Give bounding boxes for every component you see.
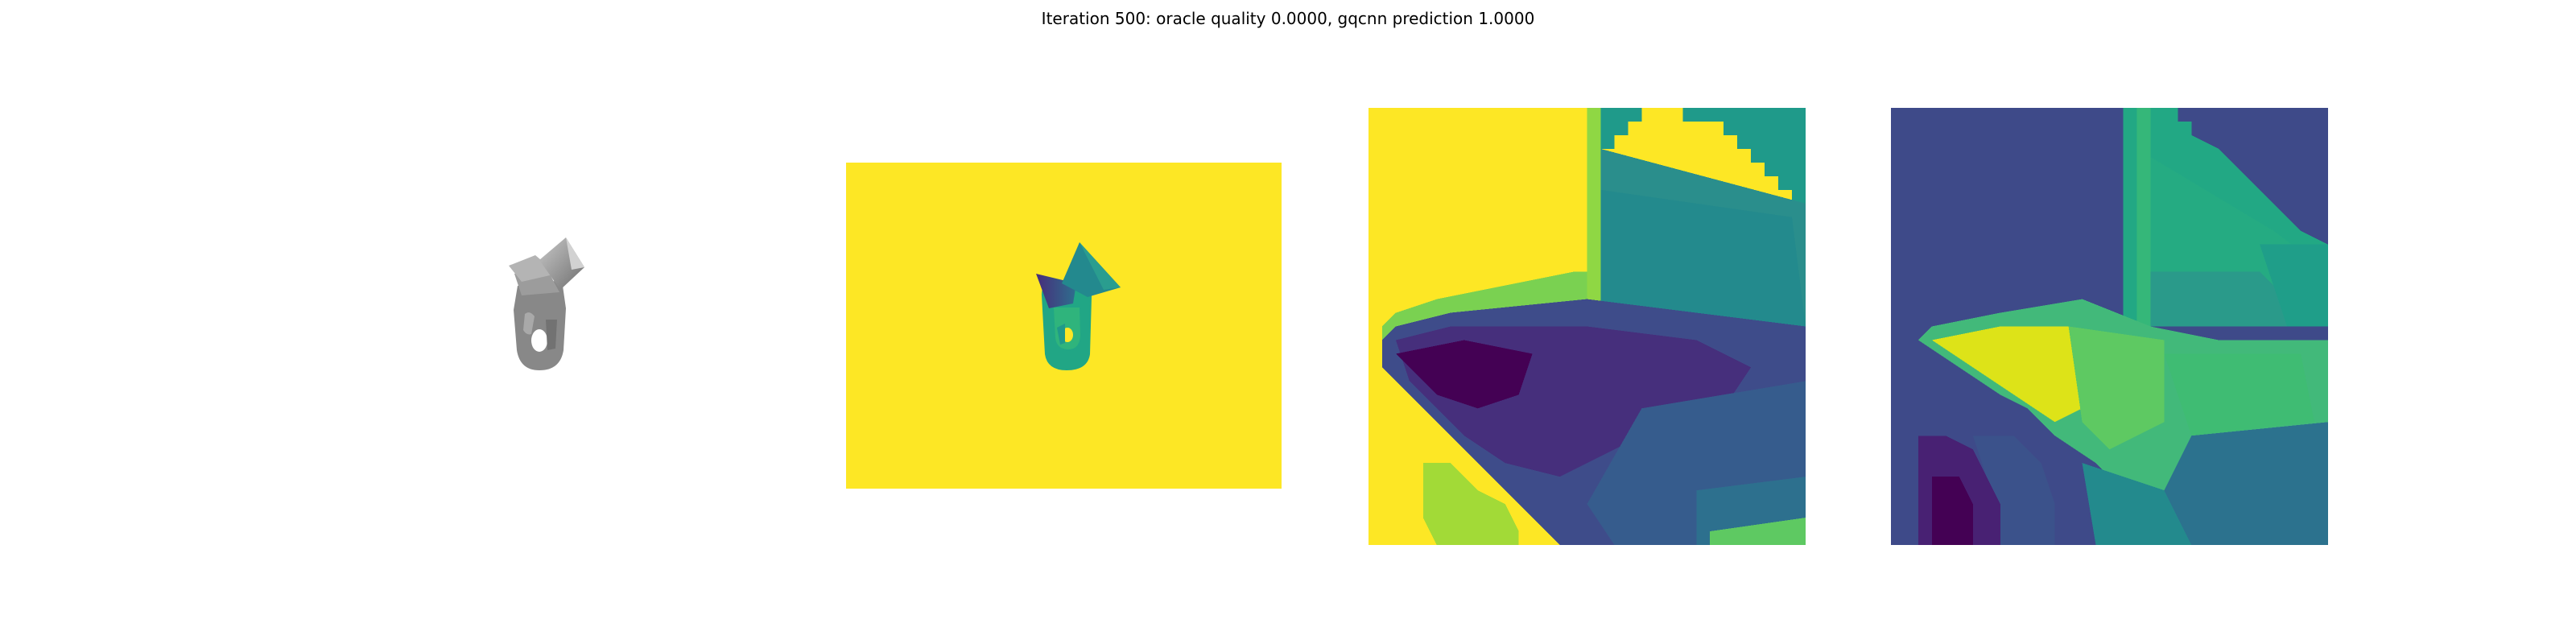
gradient-crop-image: [1891, 108, 2328, 545]
depth-crop-image: [1368, 108, 1806, 545]
figure-title: Iteration 500: oracle quality 0.0000, gq…: [1041, 9, 1535, 28]
depth-object: [1036, 242, 1121, 370]
depth-image: [846, 163, 1282, 489]
rendered-object-image: [338, 109, 773, 543]
object-silhouette: [509, 237, 584, 370]
